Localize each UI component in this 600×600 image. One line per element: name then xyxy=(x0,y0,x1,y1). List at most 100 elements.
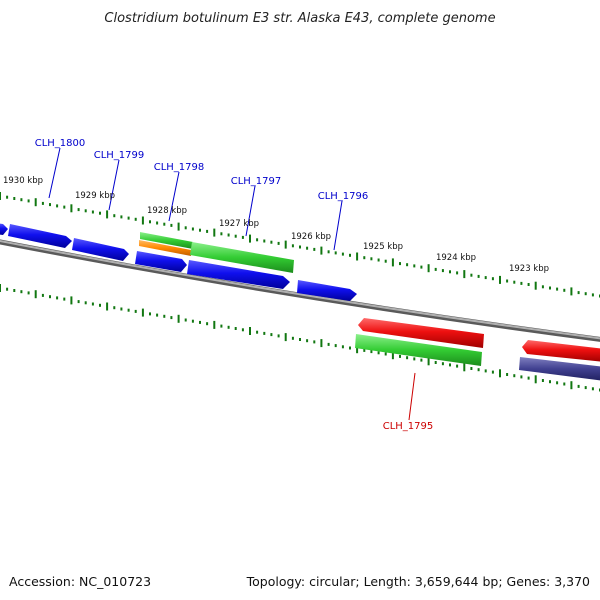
scale-major-tick xyxy=(0,284,1,292)
gene-rna[interactable] xyxy=(355,334,482,366)
gene-arrow[interactable] xyxy=(187,260,290,289)
scale-major-tick xyxy=(356,345,359,354)
scale-major-tick xyxy=(463,363,466,372)
scale-minor-tick xyxy=(334,344,337,348)
scale-minor-tick xyxy=(491,277,494,281)
scale-minor-tick xyxy=(234,327,237,330)
gene-label[interactable]: CLH_1796 xyxy=(318,191,369,202)
gene-label[interactable]: CLH_1798 xyxy=(154,162,205,173)
scale-minor-tick xyxy=(63,297,66,301)
scale-minor-tick xyxy=(441,362,444,366)
scale-minor-tick xyxy=(549,286,551,290)
gene-arrow[interactable] xyxy=(297,280,357,301)
scale-minor-tick xyxy=(156,221,159,225)
scale-minor-tick xyxy=(477,274,480,278)
gene-arrow-reverse[interactable] xyxy=(358,318,484,348)
scale-minor-tick xyxy=(241,328,244,332)
gene-label[interactable]: CLH_1799 xyxy=(94,150,145,161)
scale-minor-tick xyxy=(299,338,301,341)
scale-label: 1923 kbp xyxy=(509,264,549,274)
scale-minor-tick xyxy=(370,350,373,354)
gene-arrow[interactable] xyxy=(8,224,72,248)
scale-minor-tick xyxy=(484,369,487,373)
scale-label: 1926 kbp xyxy=(291,232,331,242)
scale-minor-tick xyxy=(41,293,44,297)
scale-minor-tick xyxy=(556,287,559,291)
scale-label: 1930 kbp xyxy=(3,176,43,186)
gene-label[interactable]: CLH_1800 xyxy=(35,138,86,149)
scale-minor-tick xyxy=(384,352,387,356)
scale-minor-tick xyxy=(420,358,423,362)
scale-minor-tick xyxy=(199,228,201,232)
scale-minor-tick xyxy=(277,334,280,338)
scale-minor-tick xyxy=(377,258,380,262)
scale-minor-tick xyxy=(420,265,423,269)
scale-minor-tick xyxy=(63,205,66,209)
scale-major-tick xyxy=(0,192,1,200)
gene-arrow-reverse[interactable] xyxy=(522,340,600,362)
scale-minor-tick xyxy=(241,235,244,239)
scale-minor-tick xyxy=(384,259,387,263)
scale-minor-tick xyxy=(327,250,330,254)
scale-minor-tick xyxy=(577,384,580,388)
scale-minor-tick xyxy=(13,197,16,200)
scale-minor-tick xyxy=(263,331,266,335)
scale-minor-tick xyxy=(220,324,223,328)
scale-minor-tick xyxy=(263,239,266,243)
scale-minor-tick xyxy=(591,293,594,297)
scale-minor-tick xyxy=(341,345,344,349)
scale-major-tick xyxy=(427,357,430,366)
scale-minor-tick xyxy=(91,302,94,306)
scale-minor-tick xyxy=(370,257,373,261)
scale-minor-tick xyxy=(591,387,594,391)
scale-minor-tick xyxy=(299,245,301,249)
scale-minor-tick xyxy=(127,216,130,220)
gene-arrow[interactable] xyxy=(135,251,187,272)
scale-major-tick xyxy=(391,351,394,360)
scale-minor-tick xyxy=(363,256,366,260)
scale-minor-tick xyxy=(120,307,123,311)
scale-minor-tick xyxy=(334,251,337,255)
scale-major-tick xyxy=(249,234,251,243)
scale-major-tick xyxy=(570,381,573,390)
scale-major-tick xyxy=(106,210,109,219)
gene-label[interactable]: CLH_1795 xyxy=(383,421,434,432)
scale-minor-tick xyxy=(227,233,230,237)
scale-minor-tick xyxy=(449,363,451,367)
scale-minor-tick xyxy=(206,229,209,233)
scale-minor-tick xyxy=(577,291,580,295)
scale-minor-tick xyxy=(120,215,123,219)
scale-major-tick xyxy=(534,375,537,384)
scale-minor-tick xyxy=(84,209,87,213)
gene-rna[interactable] xyxy=(140,232,193,249)
scale-minor-tick xyxy=(470,367,473,370)
scale-major-tick xyxy=(320,246,323,255)
scale-major-tick xyxy=(249,327,251,335)
scale-minor-tick xyxy=(6,195,9,199)
scale-minor-tick xyxy=(491,370,494,374)
scale-major-tick xyxy=(34,290,37,299)
scale-minor-tick xyxy=(184,226,187,230)
gene-rna[interactable] xyxy=(190,242,294,273)
scale-minor-tick xyxy=(206,322,209,326)
gene-orange[interactable] xyxy=(139,240,191,256)
gene-track xyxy=(0,223,600,381)
scale-minor-tick xyxy=(27,199,30,203)
scale-minor-tick xyxy=(134,217,137,221)
scale-minor-tick xyxy=(527,283,530,286)
scale-label: 1927 kbp xyxy=(219,219,259,229)
gene-slate[interactable] xyxy=(519,357,600,381)
gene-label[interactable]: CLH_1797 xyxy=(231,176,282,187)
scale-minor-tick xyxy=(341,252,344,256)
scale-minor-tick xyxy=(541,285,544,289)
scale-minor-tick xyxy=(49,203,51,207)
scale-minor-tick xyxy=(584,292,587,296)
scale-minor-tick xyxy=(149,312,151,316)
inner-scale-ring xyxy=(0,284,600,392)
scale-minor-tick xyxy=(163,314,166,318)
gene-arrow[interactable] xyxy=(0,223,8,235)
scale-minor-tick xyxy=(49,295,51,299)
scale-minor-tick xyxy=(277,241,280,245)
scale-minor-tick xyxy=(413,357,416,361)
gene-arrow[interactable] xyxy=(72,238,129,261)
